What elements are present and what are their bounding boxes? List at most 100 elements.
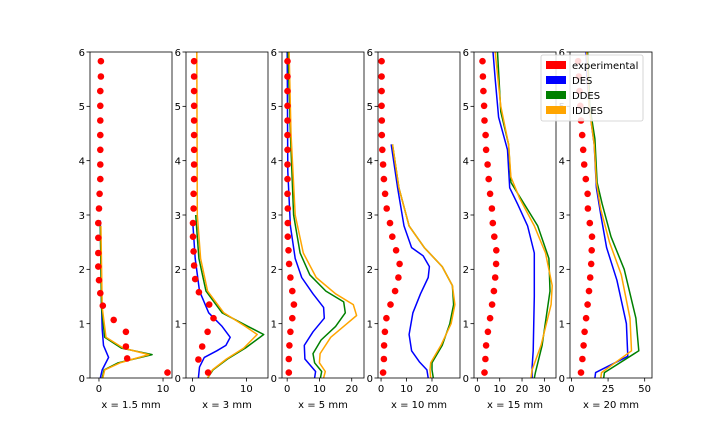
experimental-point (378, 117, 386, 124)
x-axis-label: x = 20 mm (583, 400, 639, 411)
experimental-point (204, 369, 212, 376)
experimental-point (391, 287, 399, 295)
experimental-point (95, 219, 102, 227)
y-tick-label: 4 (463, 156, 469, 167)
experimental-point (490, 287, 498, 295)
experimental-point (396, 260, 403, 268)
experimental-point (378, 73, 385, 80)
experimental-point (190, 87, 198, 95)
experimental-point (95, 249, 102, 257)
x-tick-label: 50 (638, 384, 651, 395)
experimental-point (579, 146, 587, 154)
x-tick-label: 25 (602, 384, 615, 395)
experimental-point (479, 73, 487, 80)
experimental-point (492, 260, 500, 268)
plot-area (479, 52, 553, 378)
x-tick-label: 10 (157, 384, 170, 395)
series-line-des (492, 52, 536, 378)
x-tick-label: 0 (284, 384, 290, 395)
legend-swatch (546, 106, 566, 114)
series-line-ddes (287, 52, 347, 378)
experimental-point (491, 274, 499, 281)
experimental-point (579, 355, 586, 363)
experimental-point (481, 369, 488, 376)
experimental-point (378, 57, 385, 65)
experimental-point (190, 262, 198, 269)
x-tick-label: 0 (96, 384, 102, 395)
y-tick-label: 0 (367, 374, 373, 385)
y-tick-label: 4 (175, 156, 181, 167)
experimental-point (284, 175, 291, 183)
y-tick-label: 1 (463, 319, 469, 330)
x-tick-label: 10 (400, 384, 413, 395)
x-tick-label: 10 (493, 384, 506, 395)
experimental-point (584, 301, 591, 308)
experimental-point (99, 302, 107, 310)
experimental-point (123, 355, 131, 362)
experimental-point (379, 161, 387, 168)
experimental-point (383, 205, 391, 212)
experimental-point (586, 274, 594, 281)
legend-label: experimental (572, 61, 638, 72)
experimental-point (95, 234, 102, 242)
x-tick-label: 20 (516, 384, 529, 395)
experimental-point (582, 314, 590, 322)
experimental-point (491, 233, 498, 240)
y-tick-label: 1 (367, 319, 373, 330)
experimental-point (198, 343, 206, 350)
panel-1: 0 1 2 3 4 5 6 0 10 x = 1.5 mm (79, 48, 173, 411)
experimental-point (381, 190, 389, 198)
y-tick-label: 3 (367, 211, 373, 222)
experimental-point (587, 260, 595, 268)
experimental-point (110, 316, 117, 324)
experimental-point (195, 356, 202, 363)
experimental-point (484, 161, 491, 168)
experimental-point (190, 175, 198, 183)
experimental-point (286, 342, 293, 349)
experimental-point (380, 355, 388, 363)
experimental-point (284, 146, 291, 154)
y-tick-label: 2 (367, 265, 373, 276)
panel-6: 012345602550x = 20 mm (559, 48, 653, 411)
y-tick-label: 0 (79, 374, 85, 385)
experimental-point (284, 87, 291, 95)
experimental-point (97, 57, 105, 65)
experimental-point (284, 233, 292, 240)
experimental-point (289, 314, 296, 322)
experimental-point (493, 247, 500, 254)
experimental-point (97, 131, 104, 139)
experimental-point (122, 343, 130, 350)
experimental-point (580, 161, 588, 168)
experimental-point (389, 233, 396, 240)
experimental-point (97, 73, 105, 80)
experimental-point (189, 233, 197, 240)
experimental-point (383, 314, 390, 322)
y-tick-label: 4 (271, 156, 277, 167)
y-tick-label: 6 (463, 48, 469, 59)
experimental-point (190, 73, 198, 80)
y-tick-label: 2 (559, 265, 565, 276)
y-tick-label: 0 (559, 374, 565, 385)
experimental-point (190, 190, 197, 198)
experimental-point (378, 102, 385, 110)
plot-area (284, 52, 358, 378)
experimental-point (97, 289, 104, 297)
panel-4: 0 1 2 3 4 5 6 0 10 20 x = 10 mm (367, 48, 461, 411)
y-tick-label: 3 (175, 211, 181, 222)
x-tick-label: 20 (345, 384, 358, 395)
legend: experimental DES DDES IDDES (540, 54, 644, 122)
y-tick-label: 5 (175, 102, 181, 113)
experimental-point (284, 205, 292, 212)
x-tick-label: 30 (538, 384, 551, 395)
experimental-point (379, 146, 386, 154)
experimental-point (482, 342, 490, 349)
experimental-point (380, 342, 388, 349)
x-tick-label: 20 (426, 384, 439, 395)
x-tick-label: 10 (240, 384, 253, 395)
experimental-point (582, 175, 590, 183)
experimental-point (205, 301, 213, 308)
legend-label: DDES (572, 91, 600, 102)
y-tick-label: 5 (463, 102, 469, 113)
y-tick-label: 1 (79, 319, 85, 330)
